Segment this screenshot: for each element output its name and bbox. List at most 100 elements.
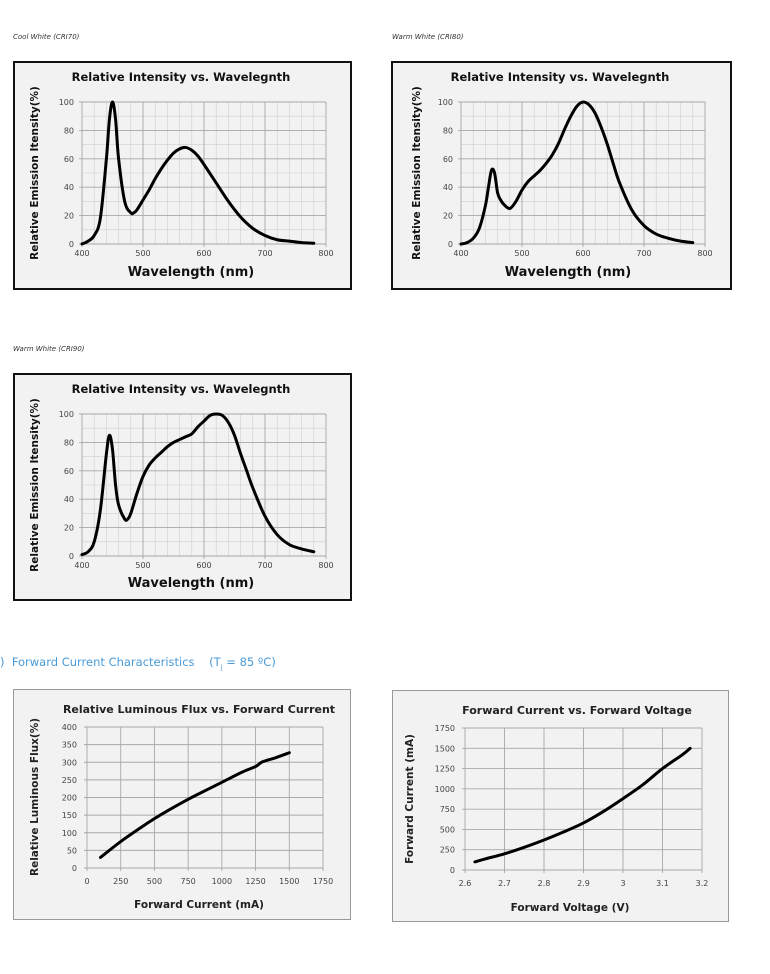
caption-warm-white-cri80: Warm White (CRI80) [392, 33, 464, 41]
y-tick-label: 1750 [435, 724, 455, 733]
y-tick-label: 60 [64, 155, 74, 164]
condition-open: (T [209, 655, 221, 669]
x-axis-label: Wavelength (nm) [505, 265, 631, 280]
y-tick-label: 1250 [435, 765, 455, 774]
y-tick-label: 0 [69, 552, 74, 561]
caption-warm-white-cri90: Warm White (CRI90) [13, 345, 85, 353]
x-tick-label: 3.1 [656, 879, 669, 888]
y-tick-label: 500 [440, 825, 455, 834]
y-tick-label: 100 [59, 410, 74, 419]
y-tick-label: 20 [64, 524, 74, 533]
chart-cri80-box [391, 61, 732, 290]
y-axis-label: Forward Current (mA) [404, 734, 416, 864]
x-axis-label: Wavelength (nm) [128, 265, 254, 280]
x-tick-label: 0 [84, 877, 89, 886]
x-tick-label: 1750 [313, 877, 333, 886]
x-tick-label: 750 [181, 877, 196, 886]
chart-cri90: 400 500 600 700 800 0 20 40 60 80 100 Relative Inte… [29, 382, 334, 591]
y-tick-label: 150 [62, 811, 77, 820]
x-tick-label: 1000 [212, 877, 232, 886]
condition-subscript: j [220, 663, 223, 672]
x-tick-label: 700 [257, 561, 272, 570]
y-tick-label: 400 [62, 723, 77, 732]
chart-title: Relative Luminous Flux vs. Forward Curre… [63, 703, 335, 716]
x-tick-label: 400 [74, 561, 89, 570]
y-tick-label: 0 [69, 240, 74, 249]
y-tick-label: 80 [443, 126, 453, 135]
y-tick-label: 750 [440, 805, 455, 814]
x-axis-label: Forward Voltage (V) [511, 902, 630, 914]
x-tick-label: 2.9 [577, 879, 590, 888]
x-axis-label: Wavelength (nm) [128, 576, 254, 591]
y-axis-label: Relative Emission Itensity(%) [29, 398, 41, 572]
chart-flux-box [13, 689, 351, 920]
x-tick-label: 700 [636, 249, 651, 258]
y-tick-label: 250 [440, 846, 455, 855]
y-tick-label: 250 [62, 776, 77, 785]
condition-rest: = 85 ºC) [222, 655, 276, 669]
y-tick-label: 80 [64, 438, 74, 447]
y-tick-label: 100 [59, 98, 74, 107]
x-tick-label: 500 [135, 561, 150, 570]
section-title-text: Forward Current Characteristics [11, 655, 195, 669]
x-tick-label: 800 [697, 249, 712, 258]
chart-vf-box [392, 690, 729, 922]
series-line [98, 751, 291, 859]
x-tick-label: 2.7 [498, 879, 511, 888]
x-tick-label: 400 [453, 249, 468, 258]
x-tick-label: 700 [257, 249, 272, 258]
series-line [80, 100, 316, 246]
x-tick-label: 3 [620, 879, 625, 888]
chart-cri70-box [13, 61, 352, 290]
chart-cri70: 400 500 600 700 800 0 20 40 60 80 100 Relative Inte… [29, 70, 334, 280]
y-tick-label: 350 [62, 741, 77, 750]
y-axis-label: Relative Emission Itensity(%) [411, 86, 423, 260]
x-tick-label: 600 [575, 249, 590, 258]
x-tick-label: 1500 [279, 877, 299, 886]
y-tick-label: 100 [62, 829, 77, 838]
x-tick-label: 250 [113, 877, 128, 886]
chart-cri80: 400 500 600 700 800 0 20 40 60 80 100 Relative Inte… [411, 70, 713, 280]
chart-vf: 2.6 2.7 2.8 2.9 3 3.1 3.2 0 250 500 750 1000 1250 150… [404, 704, 708, 914]
y-tick-label: 200 [62, 794, 77, 803]
series-line [473, 746, 692, 864]
y-tick-label: 1500 [435, 744, 455, 753]
x-tick-label: 600 [196, 561, 211, 570]
chart-title: Relative Intensity vs. Wavelegnth [72, 382, 291, 396]
chart-title: Relative Intensity vs. Wavelegnth [451, 70, 670, 84]
y-tick-label: 50 [67, 846, 77, 855]
series-line [459, 100, 695, 246]
x-tick-label: 500 [135, 249, 150, 258]
x-tick-label: 600 [196, 249, 211, 258]
y-tick-label: 300 [62, 758, 77, 767]
section-condition: (Tj = 85 ºC) [209, 655, 276, 672]
y-tick-label: 20 [443, 212, 453, 221]
x-tick-label: 800 [318, 561, 333, 570]
series-line [80, 412, 316, 557]
y-tick-label: 100 [438, 98, 453, 107]
y-tick-label: 60 [443, 155, 453, 164]
y-tick-label: 0 [72, 864, 77, 873]
x-tick-label: 400 [74, 249, 89, 258]
y-tick-label: 80 [64, 126, 74, 135]
y-tick-label: 40 [64, 183, 74, 192]
x-tick-label: 800 [318, 249, 333, 258]
y-tick-label: 0 [448, 240, 453, 249]
x-tick-label: 1250 [245, 877, 265, 886]
y-tick-label: 40 [64, 495, 74, 504]
y-tick-label: 60 [64, 467, 74, 476]
y-tick-label: 0 [450, 866, 455, 875]
caption-cool-white-cri70: Cool White (CRI70) [13, 33, 80, 41]
y-tick-label: 1000 [435, 785, 455, 794]
chart-cri90-box [13, 373, 352, 601]
y-tick-label: 20 [64, 212, 74, 221]
x-tick-label: 2.6 [459, 879, 472, 888]
x-axis-label: Forward Current (mA) [134, 899, 264, 911]
section-title: ) Forward Current Characteristics (Tj = … [0, 655, 276, 671]
x-tick-label: 500 [147, 877, 162, 886]
y-axis-label: Relative Luminous Flux(%) [29, 718, 41, 876]
x-tick-label: 2.8 [538, 879, 551, 888]
y-axis-label: Relative Emission Itensity(%) [29, 86, 41, 260]
y-tick-label: 40 [443, 183, 453, 192]
